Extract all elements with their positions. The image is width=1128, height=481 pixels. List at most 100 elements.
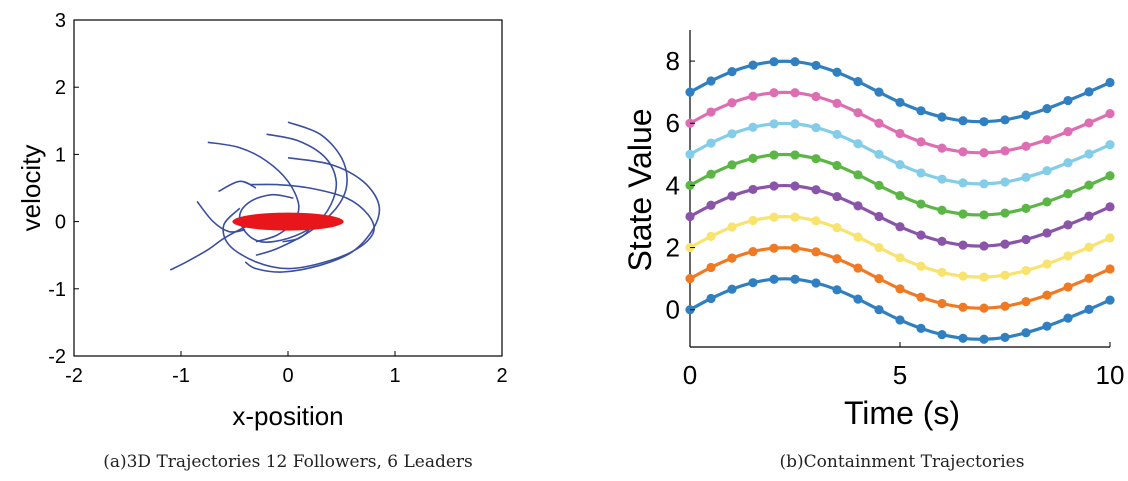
data-point (790, 150, 800, 160)
data-point (1000, 301, 1010, 311)
leader-trajectories (232, 212, 344, 231)
data-point (853, 263, 863, 273)
data-point (790, 119, 800, 129)
data-point (811, 216, 821, 226)
follower-trajectory (196, 200, 246, 233)
panel-b-chart: 0 5 10 0 2 4 6 8 Time (s) State Value (b)Contai… (622, 30, 1124, 472)
data-point (853, 139, 863, 149)
data-point (1021, 297, 1031, 307)
panel-a-chart: -2 -1 0 1 2 -2 -1 0 1 2 3 x-position velocity (a)3… (16, 10, 508, 472)
data-point (832, 129, 842, 140)
data-point (1063, 251, 1073, 261)
data-point (958, 240, 968, 250)
data-point (727, 160, 737, 170)
data-point (853, 76, 863, 87)
data-point (1021, 172, 1031, 182)
data-point (832, 285, 842, 295)
data-point (811, 122, 821, 133)
data-point (706, 200, 716, 210)
data-point (727, 284, 737, 294)
data-point (706, 231, 716, 241)
data-point (1084, 273, 1094, 283)
data-point (706, 107, 716, 117)
data-point (811, 185, 821, 195)
data-point (853, 294, 863, 304)
data-point (769, 212, 779, 222)
data-point (916, 292, 926, 302)
data-point (727, 129, 737, 139)
data-point (979, 210, 989, 220)
data-point (1042, 104, 1052, 114)
data-point (874, 211, 884, 222)
data-point (1021, 265, 1031, 276)
data-point (979, 303, 989, 313)
panel-b-y-tick-label: 4 (666, 170, 680, 200)
series-4 (685, 181, 1115, 251)
data-point (748, 122, 758, 132)
data-point (706, 138, 716, 148)
panel-a-x-tick-label: 2 (496, 365, 507, 387)
data-point (790, 243, 800, 253)
data-point (1063, 127, 1073, 137)
series-5 (685, 150, 1115, 220)
data-point (811, 60, 821, 71)
panel-b-ticks: 0 5 10 0 2 4 6 8 (666, 46, 1125, 390)
data-point (895, 253, 905, 263)
panel-a-caption: (a)3D Trajectories 12 Followers, 6 Leade… (103, 452, 473, 472)
data-point (1105, 140, 1115, 150)
data-point (1084, 304, 1094, 314)
data-point (1000, 177, 1010, 187)
data-point (769, 274, 779, 284)
data-point (979, 179, 989, 189)
data-point (1000, 146, 1010, 156)
panel-b-y-tick-label: 2 (666, 233, 680, 263)
data-point (727, 253, 737, 263)
data-point (811, 278, 821, 288)
data-point (685, 274, 695, 284)
data-point (1105, 295, 1115, 305)
data-point (874, 242, 884, 253)
data-point (958, 271, 968, 281)
data-point (979, 334, 989, 344)
data-point (979, 272, 989, 282)
data-point (916, 230, 926, 240)
data-point (937, 236, 947, 246)
data-point (874, 180, 884, 190)
data-point (895, 128, 905, 139)
panel-b-x-tick-label: 0 (683, 360, 697, 390)
follower-trajectory (238, 133, 338, 243)
panel-b-x-axis-label: Time (s) (844, 395, 960, 431)
data-point (811, 91, 821, 102)
data-point (895, 159, 905, 170)
data-point (1063, 158, 1073, 168)
data-point (1063, 313, 1073, 323)
data-point (1000, 115, 1010, 125)
data-point (874, 305, 884, 315)
data-point (916, 323, 926, 333)
panel-a-x-tick-label: 0 (282, 365, 293, 387)
data-point (1084, 149, 1094, 159)
data-point (769, 181, 779, 191)
data-point (1084, 211, 1094, 221)
data-point (685, 211, 695, 222)
data-point (748, 91, 758, 101)
data-point (1063, 189, 1073, 199)
data-point (958, 116, 968, 126)
data-point (895, 315, 905, 325)
series-8 (685, 57, 1115, 127)
data-point (1000, 208, 1010, 218)
data-point (1084, 242, 1094, 252)
data-point (790, 57, 800, 67)
data-point (706, 169, 716, 179)
panel-a-y-tick-label: -2 (48, 346, 66, 368)
follower-trajectory (207, 141, 300, 243)
data-point (1021, 203, 1031, 213)
data-point (937, 143, 947, 153)
data-point (1000, 332, 1010, 342)
data-point (748, 215, 758, 226)
data-point (748, 153, 758, 163)
data-point (1105, 77, 1115, 88)
data-point (1042, 259, 1052, 269)
follower-trajectory (222, 183, 375, 270)
